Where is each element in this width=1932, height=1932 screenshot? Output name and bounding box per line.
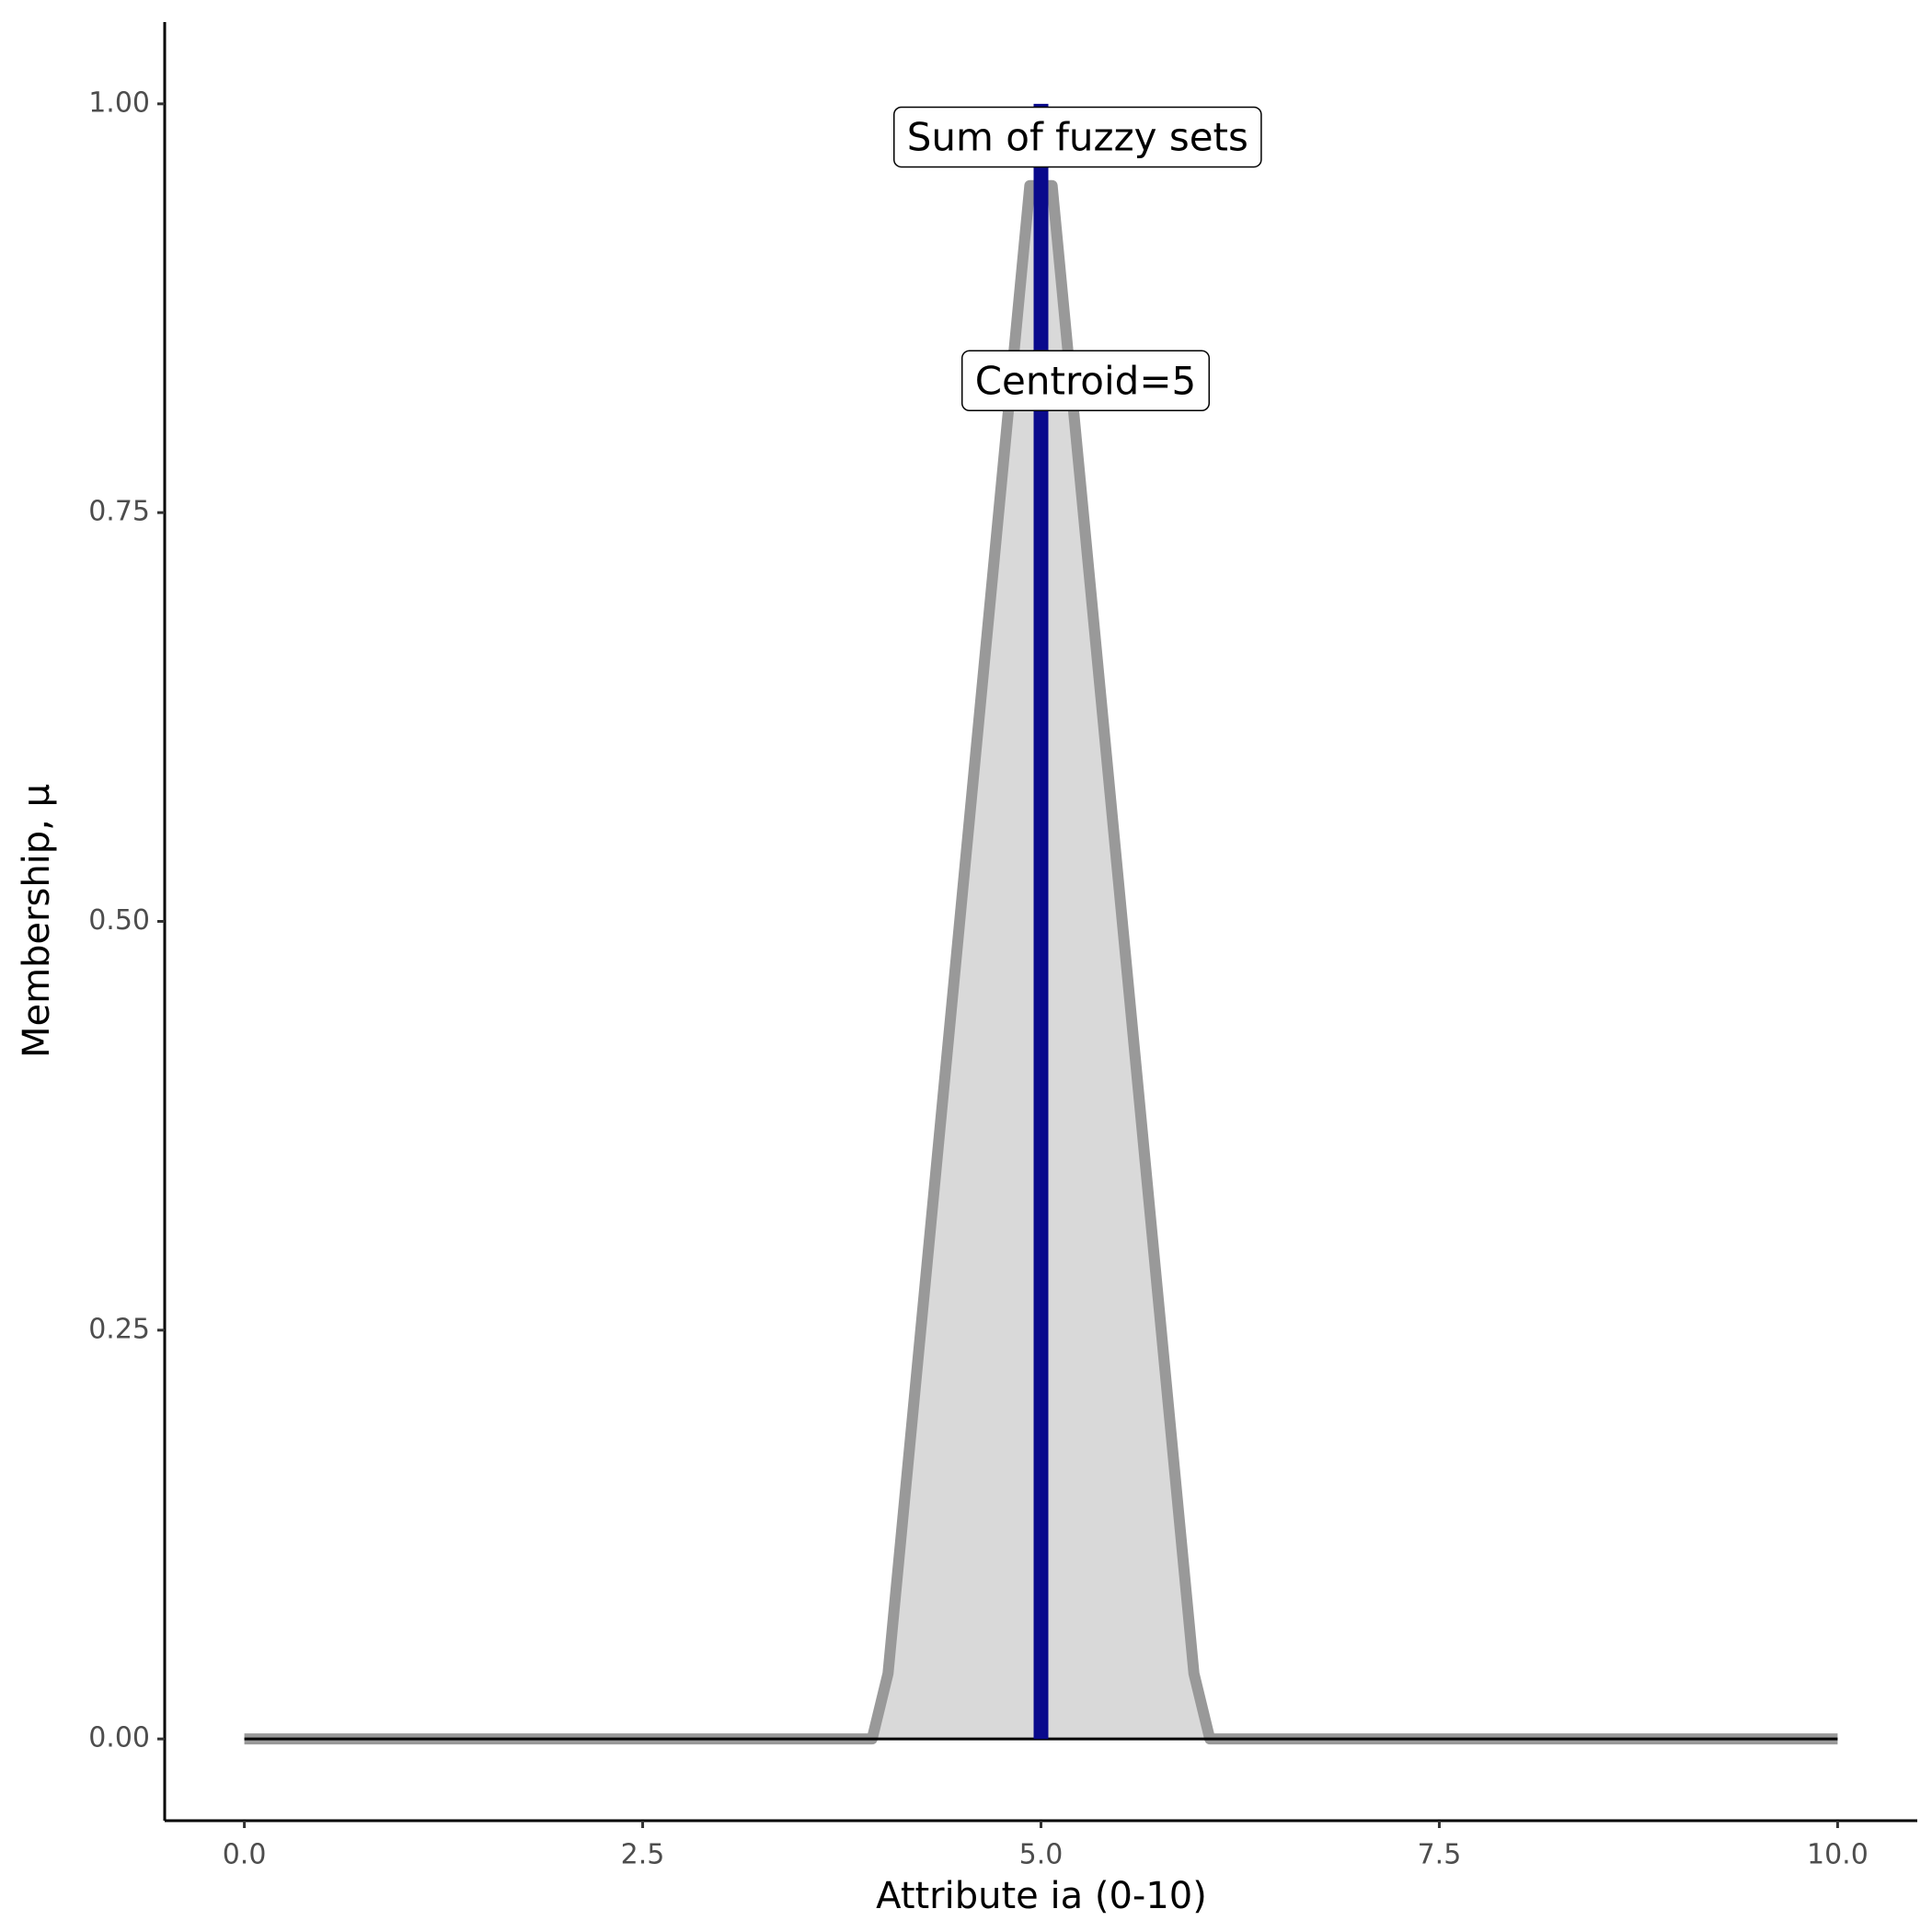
annotation-text: Centroid=5 [975, 358, 1197, 403]
y-tick-label: 0.25 [88, 1313, 150, 1345]
y-tick-label: 1.00 [88, 86, 150, 119]
annotation-box [893, 106, 1262, 168]
x-tick-label: 7.5 [1418, 1839, 1462, 1871]
annotation-text: Sum of fuzzy sets [907, 114, 1248, 159]
x-tick-label: 10.0 [1807, 1839, 1869, 1871]
annotation: Sum of fuzzy sets [893, 106, 1262, 168]
x-axis-title: Attribute ia (0-10) [876, 1875, 1207, 1917]
x-tick-label: 2.5 [621, 1839, 665, 1871]
y-tick-label: 0.75 [88, 496, 150, 528]
y-tick-label: 0.00 [88, 1722, 150, 1754]
y-axis-title: Membership, μ [16, 784, 58, 1058]
x-tick-label: 5.0 [1019, 1839, 1064, 1871]
annotation: Centroid=5 [960, 350, 1211, 412]
y-tick-label: 0.50 [88, 904, 150, 937]
x-tick-label: 0.0 [223, 1839, 267, 1871]
annotation-box [960, 350, 1211, 412]
